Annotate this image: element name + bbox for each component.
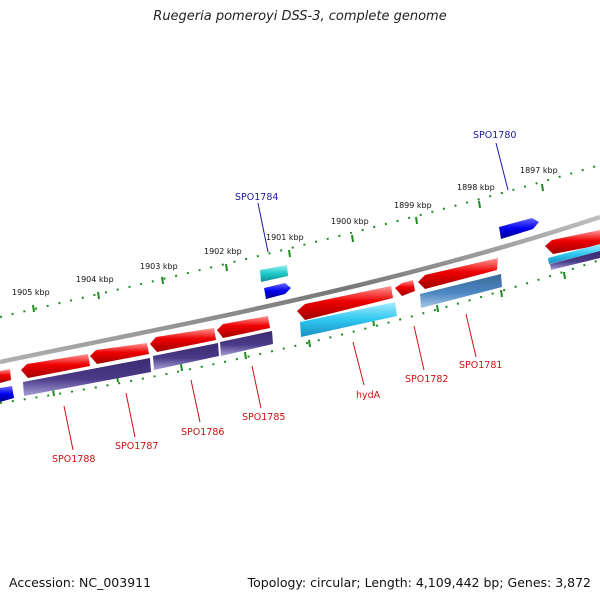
gene-arrow-spo1785[interactable] [217, 316, 270, 338]
scale-label-1903: 1903 kbp [140, 262, 178, 271]
scale-label-1905: 1905 kbp [12, 288, 50, 297]
cds-spo1785[interactable] [220, 331, 273, 356]
cds-right-edge-purple[interactable] [550, 251, 600, 270]
scale-label-1900: 1900 kbp [331, 217, 369, 226]
scale-label-1898: 1898 kbp [457, 183, 495, 192]
gene-arrow-hyda[interactable] [297, 286, 393, 320]
gene-label-spo1787[interactable]: SPO1787 [115, 441, 158, 452]
reverse-genes [0, 230, 600, 383]
inner-tick-arc [0, 259, 600, 404]
cds-right-edge-cyan[interactable] [548, 244, 600, 264]
reverse-cds [0, 244, 600, 402]
cds-spo1781[interactable] [420, 274, 502, 308]
forward-features [260, 218, 539, 299]
gene-label-spo1784[interactable]: SPO1784 [235, 192, 278, 203]
gene-arrow-spo1782[interactable] [395, 280, 415, 296]
scale-label-1897: 1897 kbp [520, 166, 558, 175]
cds-spo1784[interactable] [260, 265, 288, 282]
gene-label-spo1788[interactable]: SPO1788 [52, 454, 95, 465]
gene-arrow-right-edge[interactable] [545, 230, 600, 254]
cds-spo1786[interactable] [153, 343, 219, 370]
scale-label-1899: 1899 kbp [394, 201, 432, 210]
gene-arrow-spo1781[interactable] [418, 258, 498, 289]
scale-label-1904: 1904 kbp [76, 275, 114, 284]
gene-arrow-left-edge[interactable] [0, 369, 11, 383]
gene-label-spo1781[interactable]: SPO1781 [459, 360, 502, 371]
scale-label-1901: 1901 kbp [266, 233, 304, 242]
gene-arrow-spo1787[interactable] [90, 343, 149, 364]
outer-major-ticks [32, 183, 544, 313]
gene-label-hyda[interactable]: hydA [356, 390, 381, 401]
gene-label-spo1786[interactable]: SPO1786 [181, 427, 224, 438]
gene-arrow-spo1786[interactable] [150, 328, 216, 352]
genome-summary: Topology: circular; Length: 4,109,442 bp… [247, 575, 591, 590]
gene-arrow-spo1780[interactable] [499, 218, 539, 239]
cds-spo1787-1788[interactable] [23, 358, 151, 396]
gene-arrow-spo1788[interactable] [21, 354, 90, 378]
gene-arrow-left-edge-blue[interactable] [0, 386, 14, 402]
cds-hyda[interactable] [300, 302, 397, 337]
genome-backbone [0, 214, 600, 365]
leader-lines [63, 142, 509, 451]
gene-label-spo1785[interactable]: SPO1785 [242, 412, 285, 423]
gene-label-spo1782[interactable]: SPO1782 [405, 374, 448, 385]
gene-arrow-spo1784[interactable] [264, 283, 291, 299]
accession-label: Accession: NC_003911 [9, 575, 152, 590]
gene-label-spo1780[interactable]: SPO1780 [473, 130, 516, 141]
scale-label-1902: 1902 kbp [204, 247, 242, 256]
map-title: Ruegeria pomeroyi DSS-3, complete genome [153, 9, 447, 24]
